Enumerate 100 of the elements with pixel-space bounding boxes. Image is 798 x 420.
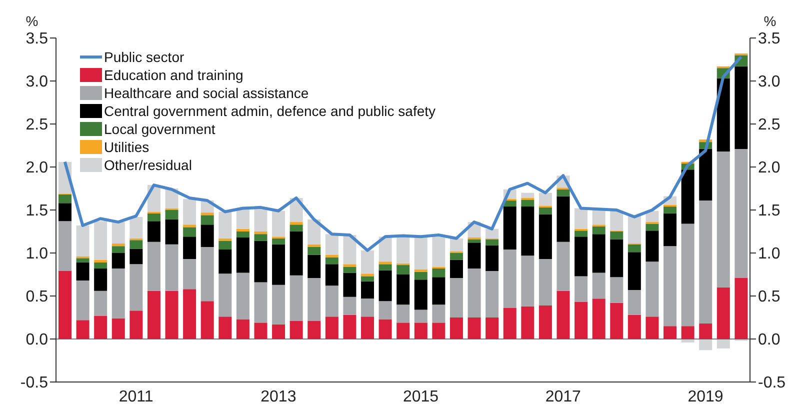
x-tick-label: 2013 (260, 388, 296, 406)
bar (734, 148, 748, 278)
bar (254, 240, 268, 282)
y-tick-label: 1.0 (26, 246, 48, 263)
bar (183, 227, 196, 237)
bar (468, 239, 481, 243)
bar (94, 290, 108, 316)
bar (218, 212, 232, 238)
bar (521, 256, 534, 306)
bar (503, 206, 516, 250)
bar (343, 266, 356, 273)
legend-label: Public sector (104, 48, 184, 66)
bar (664, 206, 677, 214)
bar (734, 278, 748, 339)
bar (218, 274, 232, 317)
bar (308, 244, 321, 247)
bar (308, 219, 321, 244)
bar (592, 272, 606, 299)
bar (325, 257, 338, 264)
bar (76, 225, 90, 256)
bar (378, 270, 392, 302)
bar (218, 250, 232, 274)
y-tick-label: 3.0 (26, 74, 48, 91)
bar (468, 268, 481, 318)
bar (112, 244, 125, 246)
bar (94, 262, 108, 268)
bar (378, 236, 392, 262)
bar (361, 316, 374, 339)
x-tick-label: 2011 (118, 388, 154, 406)
bar (414, 280, 428, 310)
bar (628, 314, 641, 339)
bar (610, 210, 624, 231)
bar (290, 224, 303, 232)
bar (646, 230, 659, 262)
bar (272, 284, 286, 324)
legend-label: Utilities (104, 138, 150, 156)
bar (556, 242, 570, 291)
y2-tick-label: 0.5 (758, 288, 780, 306)
bar (112, 246, 125, 253)
bar (556, 189, 570, 196)
bar (58, 271, 72, 339)
bar (165, 290, 178, 339)
bar (272, 238, 286, 244)
bar (592, 298, 606, 339)
bar (236, 238, 250, 273)
bar (646, 262, 659, 317)
bar (396, 322, 410, 339)
bar (468, 318, 481, 339)
bar (325, 254, 338, 258)
bar (734, 66, 748, 149)
bar (396, 274, 410, 305)
bar (646, 224, 659, 231)
bar (361, 276, 374, 282)
bar (112, 222, 125, 244)
bar (592, 210, 606, 225)
bar (343, 272, 356, 297)
y-tick-label: 0.5 (26, 288, 48, 306)
bar (58, 203, 72, 222)
bar (378, 319, 392, 339)
bar (254, 322, 268, 339)
bar (272, 244, 286, 285)
bar (699, 339, 712, 350)
bar (592, 234, 606, 273)
y-tick-label: 0.0 (26, 332, 48, 349)
bar (664, 326, 677, 339)
bar (343, 296, 356, 315)
bar (486, 239, 499, 246)
bar (147, 221, 160, 242)
bar (538, 259, 552, 306)
y-tick-label: -0.5 (20, 374, 48, 392)
bar (378, 301, 392, 320)
bar (308, 278, 321, 321)
y2-tick-label: 1.0 (758, 246, 780, 263)
legend-label: Other/residual (104, 156, 192, 174)
bar (432, 322, 446, 339)
bar (218, 316, 232, 339)
bar (681, 326, 694, 339)
bar (200, 224, 214, 247)
bar (130, 310, 143, 339)
bar (76, 280, 90, 320)
bar (628, 290, 641, 315)
bar (664, 246, 677, 326)
bar (432, 277, 446, 305)
bar (538, 214, 552, 260)
bar (538, 305, 552, 339)
y2-tick-label: 1.5 (758, 202, 780, 220)
bar (646, 316, 659, 339)
x-tick-label: 2015 (403, 388, 439, 406)
bar (130, 264, 143, 311)
bar (325, 234, 338, 255)
bar (254, 282, 268, 323)
bar (200, 246, 214, 302)
bar (681, 170, 694, 224)
bar (254, 208, 268, 232)
bar (325, 264, 338, 286)
bar (699, 324, 712, 339)
legend-label: Education and training (104, 66, 244, 84)
bar (610, 277, 624, 303)
bar (716, 152, 730, 288)
bar (200, 301, 214, 339)
